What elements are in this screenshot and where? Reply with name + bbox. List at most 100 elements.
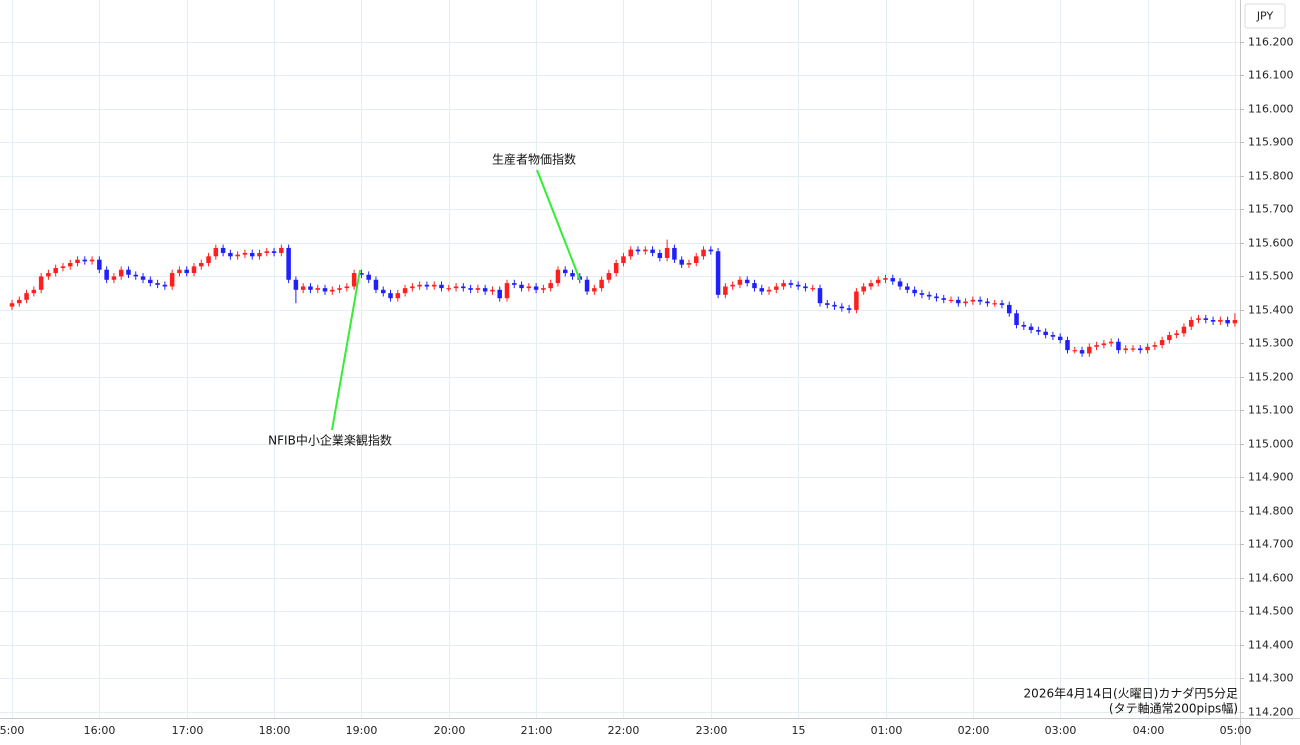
candle-body [533, 286, 539, 290]
candle-body [482, 288, 488, 292]
candle-body [526, 286, 532, 289]
candle-body [359, 273, 364, 275]
candle-body [1094, 345, 1099, 347]
candle-body [657, 252, 663, 258]
candle-body [679, 259, 684, 265]
y-tick-label: 114.400 [1248, 639, 1294, 652]
candle-body [177, 269, 182, 274]
x-tick-label: 18:00 [259, 724, 291, 737]
candle-body [264, 251, 270, 253]
candle-body [1188, 319, 1194, 327]
y-tick-label: 114.200 [1248, 706, 1294, 719]
footnote: (タテ軸通常200pips幅) [1109, 701, 1238, 716]
candle-body [912, 289, 917, 294]
candle-body [715, 251, 721, 295]
candle-body [475, 288, 481, 290]
candle-body [31, 289, 37, 294]
grid [0, 0, 1240, 718]
y-tick-label: 115.600 [1248, 237, 1294, 250]
candle-body [504, 283, 510, 299]
candle-body [169, 273, 175, 287]
candle-body [104, 269, 109, 280]
y-tick-label: 116.100 [1248, 69, 1294, 82]
x-tick-label: 01:00 [871, 724, 903, 737]
candle-body [322, 288, 328, 292]
y-tick-label: 115.900 [1248, 136, 1294, 149]
y-tick-label: 115.100 [1248, 404, 1294, 417]
candle-body [708, 249, 714, 252]
candle-body [592, 288, 597, 292]
candle-body [693, 256, 699, 264]
candle-body [1225, 319, 1230, 324]
candle-body [810, 288, 815, 290]
y-tick-label: 114.300 [1248, 672, 1294, 685]
candle-body [1116, 341, 1121, 351]
candle-body [431, 284, 437, 287]
x-tick-label: 02:00 [958, 724, 990, 737]
candle-body [300, 286, 306, 290]
y-tick-label: 116.000 [1248, 103, 1294, 116]
candle-body [744, 279, 750, 284]
candle-body [599, 279, 604, 289]
candle-body [1218, 319, 1223, 322]
candle-body [701, 249, 706, 257]
candle-body [562, 269, 568, 274]
candle-body [1123, 348, 1128, 351]
x-tick-label: 20:00 [434, 724, 466, 737]
candle-body [759, 288, 765, 292]
candle-body [948, 299, 954, 302]
y-tick-label: 115.800 [1248, 170, 1294, 183]
candle-body [926, 294, 932, 297]
candle-body [781, 283, 786, 287]
y-tick-label: 114.600 [1248, 572, 1294, 585]
candle-body [621, 256, 626, 264]
candle-body [213, 247, 219, 257]
x-tick-label: 5:00 [0, 724, 24, 737]
candle-body [519, 284, 524, 289]
x-tick-label: 16:00 [84, 724, 116, 737]
y-tick-label: 114.700 [1248, 538, 1294, 551]
y-tick-label: 115.400 [1248, 304, 1294, 317]
candle-body [366, 274, 371, 280]
candle-body [883, 278, 888, 280]
candle-body [846, 308, 852, 310]
candle-body [97, 259, 102, 270]
candle-body [970, 299, 976, 302]
candle-body [1043, 331, 1048, 336]
candle-body [1152, 345, 1158, 347]
candle-body [664, 247, 670, 258]
candle-body [1196, 318, 1201, 320]
candle-body [1167, 335, 1172, 341]
y-tick-label: 114.800 [1248, 505, 1294, 518]
candle-body [737, 279, 743, 285]
candle-body [46, 273, 51, 277]
candle-body [839, 306, 845, 309]
currency-box [1244, 3, 1286, 29]
candle-body [1210, 319, 1216, 322]
candle-body [825, 303, 830, 305]
annotation: NFIB中小企業楽観指数 [268, 433, 392, 448]
candle-body [832, 304, 837, 307]
candle-body [82, 259, 88, 262]
candle-body [1065, 340, 1070, 351]
candle-body [140, 276, 146, 280]
candle-body [752, 283, 757, 289]
candle-body [854, 291, 859, 310]
candle-body [126, 269, 131, 275]
candle-body [1203, 318, 1209, 320]
candle-body [1232, 319, 1238, 324]
candle-body [206, 256, 211, 264]
candle-body [868, 283, 874, 287]
candle-body [308, 286, 313, 290]
candle-body [613, 263, 619, 274]
candle-body [191, 266, 197, 274]
candle-body [468, 288, 473, 290]
candle-body [38, 276, 44, 290]
candle-body [439, 284, 444, 289]
candle-body [956, 299, 961, 304]
candle-body [861, 286, 866, 292]
candle-body [453, 286, 459, 289]
candle-body [512, 283, 517, 285]
annotation: 生産者物価指数 [492, 152, 576, 167]
candle-body [643, 249, 648, 252]
